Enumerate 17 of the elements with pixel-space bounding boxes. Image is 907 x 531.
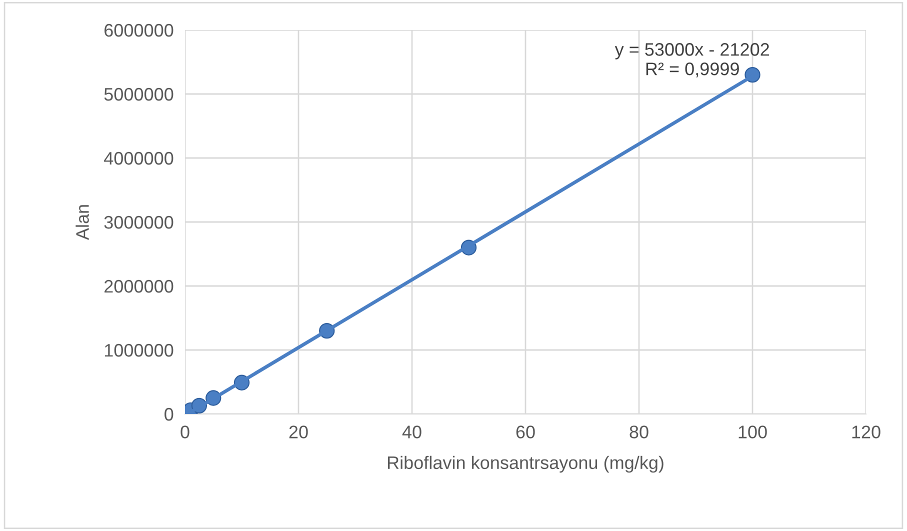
x-tick-label: 80 [630,426,648,438]
x-tick-label: 40 [402,426,422,438]
x-tick-label: 20 [289,426,308,438]
y-axis-title: Alan [76,205,89,240]
y-tick-label: 3000000 [104,216,174,229]
y-tick-label: 5000000 [104,88,174,101]
x-tick-label: 60 [516,426,535,438]
y-tick-label: 0 [164,408,174,421]
x-axis-title: Riboflavin konsantrsayonu (mg/kg) [388,456,664,473]
annotation: y = 53000x - 21202 R² = 0,9999 [614,43,769,78]
x-tick-label: 120 [852,426,880,438]
y-tick-label: 2000000 [104,280,174,293]
x-tick-label: 0 [180,426,190,438]
y-tick-label: 6000000 [104,24,174,37]
y-tick-label: 1000000 [104,344,174,357]
x-tick-label: 100 [738,426,767,438]
y-tick-label: 4000000 [104,152,174,165]
